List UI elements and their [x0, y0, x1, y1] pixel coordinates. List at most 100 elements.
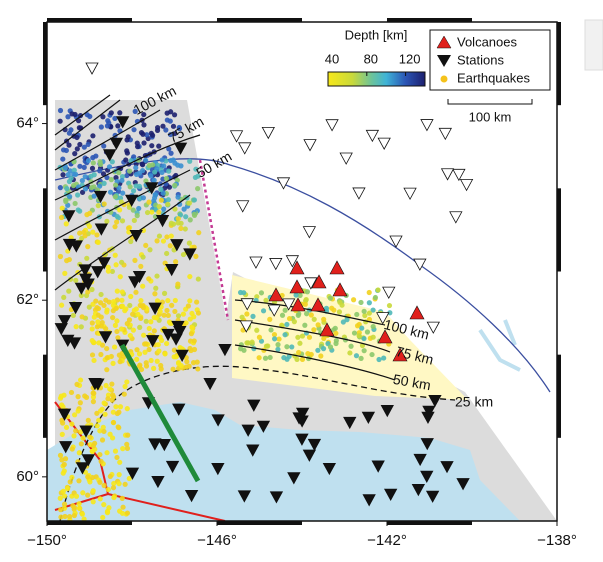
earthquake: [85, 474, 91, 480]
earthquake: [304, 311, 310, 317]
earthquake: [140, 254, 146, 260]
colorbar-ticks: 40 80 120: [325, 51, 421, 76]
earthquake: [327, 295, 334, 301]
x-tick-label: −138°: [537, 532, 577, 549]
earthquake: [188, 331, 195, 337]
earthquake: [366, 316, 373, 323]
station: [157, 439, 172, 452]
earthquake: [114, 213, 120, 220]
earthquake: [104, 174, 110, 181]
earthquake: [73, 277, 79, 283]
earthquake: [132, 257, 138, 263]
earthquake: [76, 505, 82, 511]
earthquake: [78, 429, 84, 435]
earthquake: [65, 486, 71, 492]
earthquake: [72, 200, 78, 207]
earthquake: [289, 344, 295, 350]
legend-label: Volcanoes: [457, 34, 517, 49]
earthquake: [60, 172, 66, 178]
earthquake: [187, 273, 193, 280]
earthquake: [194, 299, 200, 305]
earthquake: [72, 151, 78, 157]
earthquake: [369, 351, 375, 358]
earthquake: [117, 508, 123, 514]
station: [88, 378, 102, 391]
station: [211, 414, 225, 427]
earthquake: [136, 205, 142, 212]
earthquake: [122, 383, 128, 390]
earthquake: [134, 140, 140, 146]
earthquake: [189, 324, 195, 331]
earthquake: [296, 349, 302, 356]
earthquake: [74, 146, 80, 152]
earthquake: [77, 141, 83, 148]
earthquake: [282, 332, 288, 338]
earthquake: [63, 147, 69, 154]
earthquake: [149, 143, 155, 149]
station: [249, 256, 263, 269]
earthquake: [297, 292, 303, 299]
earthquake: [84, 255, 90, 261]
earthquake: [93, 153, 99, 159]
volcano: [290, 297, 306, 312]
station: [75, 462, 90, 475]
earthquake: [151, 365, 157, 371]
earthquake: [164, 340, 170, 347]
earthquake: [110, 392, 116, 398]
station: [261, 126, 275, 140]
earthquake: [315, 322, 321, 328]
earthquake: [112, 224, 118, 230]
earthquake: [85, 492, 91, 498]
earthquake: [101, 400, 107, 406]
earthquake: [263, 343, 270, 349]
earthquake: [66, 178, 73, 185]
earthquake: [124, 445, 131, 451]
earthquake: [77, 163, 83, 169]
earthquake: [78, 441, 84, 447]
earthquake: [386, 302, 393, 309]
earthquake: [160, 190, 166, 196]
earthquake: [137, 324, 143, 330]
earthquake: [120, 504, 126, 510]
earthquake: [271, 332, 278, 338]
earthquake: [258, 338, 265, 344]
volcano: [329, 260, 345, 275]
earthquake: [148, 173, 154, 179]
earthquake: [107, 473, 113, 480]
earthquake: [76, 478, 82, 484]
earthquake: [164, 250, 170, 257]
earthquake: [144, 132, 150, 138]
earthquake: [104, 345, 110, 352]
earthquake: [112, 115, 118, 122]
earthquake: [103, 382, 109, 389]
earthquake: [100, 514, 106, 521]
earthquake: [58, 507, 64, 513]
station: [389, 235, 403, 248]
earthquake: [91, 390, 97, 396]
earthquake: [152, 169, 158, 175]
earthquake: [286, 315, 293, 322]
earthquake: [175, 194, 181, 200]
volcano: [409, 305, 425, 320]
earthquake: [63, 424, 70, 431]
earthquake: [156, 143, 162, 149]
earthquake: [69, 446, 75, 452]
border-segment: [47, 521, 132, 525]
earthquake: [279, 312, 286, 318]
earthquake: [81, 229, 87, 235]
station: [171, 320, 185, 334]
earthquake: [271, 336, 278, 342]
earthquake: [110, 360, 116, 366]
earthquake: [97, 300, 104, 306]
colorbar-tick-label: 120: [399, 51, 421, 66]
earthquake: [109, 435, 116, 441]
legend-station-icon: [437, 55, 451, 67]
earthquake: [89, 338, 95, 344]
earthquake: [164, 307, 170, 314]
earthquake: [112, 322, 118, 328]
earthquake: [85, 157, 92, 164]
profile-line: [119, 343, 201, 483]
earthquake: [154, 273, 160, 279]
earthquake: [375, 287, 381, 293]
earthquake: [98, 291, 104, 298]
